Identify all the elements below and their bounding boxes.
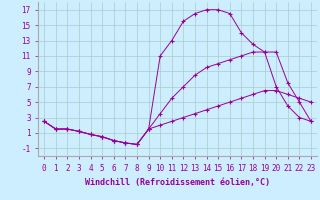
X-axis label: Windchill (Refroidissement éolien,°C): Windchill (Refroidissement éolien,°C) [85,178,270,187]
